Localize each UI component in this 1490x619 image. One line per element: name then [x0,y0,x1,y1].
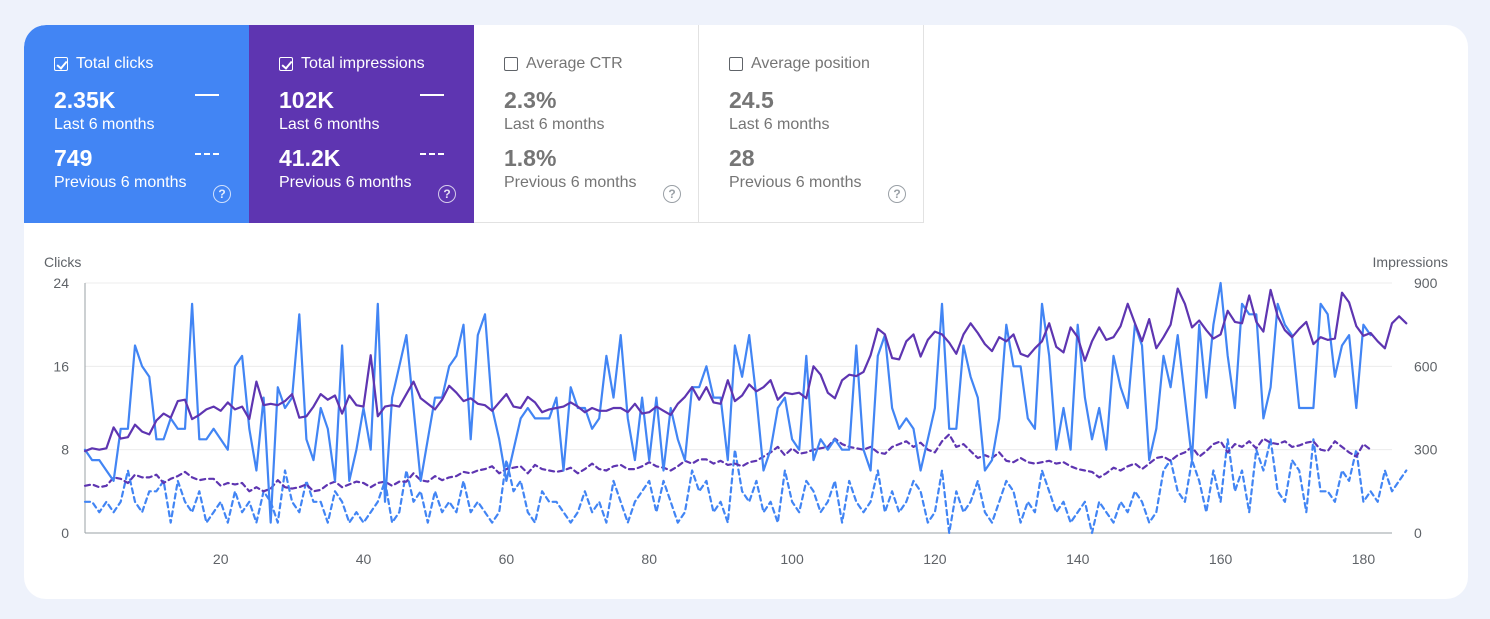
current-value: 24.5 [729,87,774,113]
metric-header: Average position [729,55,870,73]
current-period: Last 6 months [279,116,380,133]
x-tick-label: 180 [1352,551,1376,567]
performance-card: Total clicks 2.35K Last 6 months 749 Pre… [24,25,1468,599]
metric-header: Total impressions [279,55,425,73]
x-tick-label: 60 [499,551,515,567]
dashed-line-legend-icon [195,153,219,155]
current-value: 102K [279,87,334,113]
right-tick-label: 600 [1414,358,1438,374]
help-icon[interactable]: ? [663,185,681,203]
left-tick-label: 0 [61,525,69,541]
metric-header: Average CTR [504,55,623,73]
impressions-current-series-line [83,287,1408,453]
left-tick-label: 8 [61,442,69,458]
checkbox-unchecked-icon[interactable] [504,57,518,71]
checkbox-checked-icon[interactable] [279,57,293,71]
dashed-line-legend-icon [420,153,444,155]
previous-period: Previous 6 months [504,174,637,191]
metric-label: Total impressions [301,55,425,72]
x-tick-label: 140 [1066,551,1090,567]
metric-tab-average-ctr[interactable]: Average CTR 2.3% Last 6 months 1.8% Prev… [474,25,699,223]
checkbox-unchecked-icon[interactable] [729,57,743,71]
previous-period: Previous 6 months [729,174,862,191]
current-value: 2.3% [504,87,557,113]
previous-period: Previous 6 months [54,174,187,191]
previous-value: 1.8% [504,145,557,171]
metric-tab-total-clicks[interactable]: Total clicks 2.35K Last 6 months 749 Pre… [24,25,249,223]
previous-value: 749 [54,145,93,171]
clicks-current-series-line [83,281,1372,524]
help-icon[interactable]: ? [213,185,231,203]
left-tick-label: 16 [53,358,69,374]
performance-chart[interactable]: 0 8 16 24 0 300 600 900 20 40 60 80 100 120 140 160 180 C… [24,25,1468,599]
x-tick-label: 80 [641,551,657,567]
metric-label: Total clicks [76,55,154,72]
right-tick-label: 900 [1414,275,1438,291]
current-value: 2.35K [54,87,116,113]
metric-tabs: Total clicks 2.35K Last 6 months 749 Pre… [24,25,924,223]
current-period: Last 6 months [54,116,155,133]
x-tick-label: 20 [213,551,229,567]
impressions-previous-series-line [83,433,1372,493]
left-tick-label: 24 [53,275,69,291]
right-axis-title: Impressions [1373,254,1448,270]
right-tick-label: 300 [1414,442,1438,458]
previous-period: Previous 6 months [279,174,412,191]
metric-label: Average CTR [526,55,623,72]
help-icon[interactable]: ? [438,185,456,203]
x-tick-label: 40 [356,551,372,567]
solid-line-legend-icon [420,94,444,96]
metric-tab-average-position[interactable]: Average position 24.5 Last 6 months 28 P… [699,25,924,223]
current-period: Last 6 months [504,116,605,133]
x-tick-label: 120 [923,551,947,567]
metric-label: Average position [751,55,870,72]
metric-tab-total-impressions[interactable]: Total impressions 102K Last 6 months 41.… [249,25,474,223]
clicks-previous-series-line [83,438,1408,535]
current-period: Last 6 months [729,116,830,133]
x-tick-label: 160 [1209,551,1233,567]
previous-value: 41.2K [279,145,341,171]
checkbox-checked-icon[interactable] [54,57,68,71]
solid-line-legend-icon [195,94,219,96]
metric-header: Total clicks [54,55,153,73]
right-tick-label: 0 [1414,525,1422,541]
previous-value: 28 [729,145,755,171]
help-icon[interactable]: ? [888,185,906,203]
left-axis-title: Clicks [44,254,81,270]
x-tick-label: 100 [780,551,804,567]
